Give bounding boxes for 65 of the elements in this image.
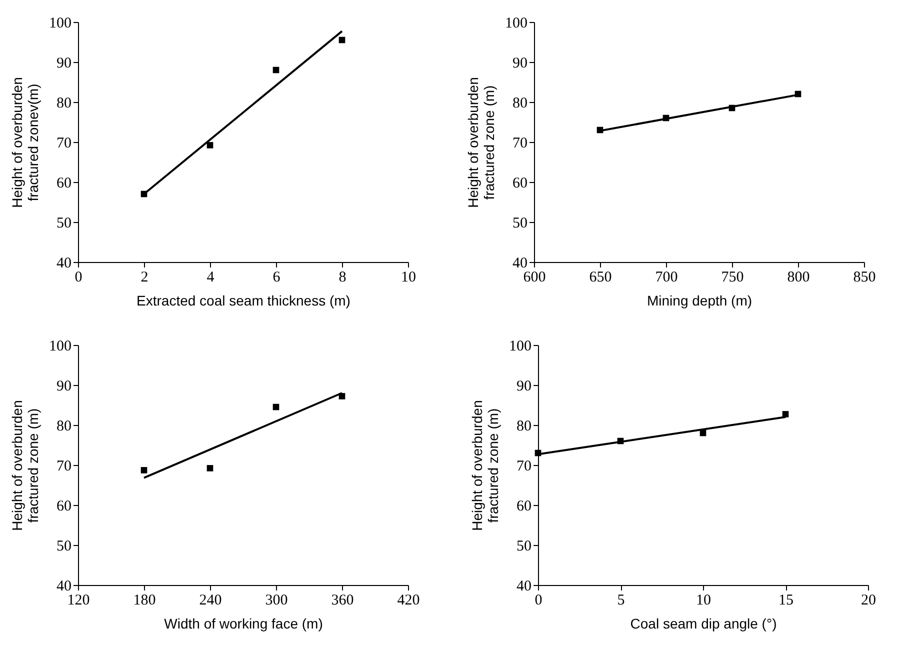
x-tick-label: 20 <box>861 592 876 608</box>
y-tick-label: 40 <box>56 256 72 272</box>
y-tick-label: 40 <box>56 578 72 594</box>
point <box>338 36 346 44</box>
point <box>206 465 214 472</box>
y-tick-label: 60 <box>516 498 532 514</box>
y-tick-label: 80 <box>516 418 532 434</box>
point <box>140 467 148 474</box>
x-tick-label: 0 <box>74 270 82 286</box>
x-tick-label: 240 <box>199 592 222 608</box>
y-tick-label: 100 <box>49 16 72 32</box>
y-tick-label: 50 <box>56 216 72 232</box>
x-tick-label: 8 <box>338 270 346 286</box>
x-tick-label: 180 <box>133 592 156 608</box>
x-tick-label: 650 <box>589 270 612 286</box>
y-tick-label: 90 <box>516 378 532 394</box>
y-tick-label: 50 <box>56 538 72 554</box>
y-tick-label: 80 <box>56 418 72 434</box>
x-axis-title: Mining depth (m) <box>646 292 752 308</box>
y-axis-title: Height of overburden fractured zone (m) <box>469 400 501 531</box>
y-tick-label: 60 <box>56 498 72 514</box>
y-axis-title: Height of overburden fractured zone (m) <box>465 77 497 208</box>
y-tick-label: 100 <box>505 16 528 32</box>
y-tick-label: 80 <box>56 96 72 112</box>
x-axis-title: Extracted coal seam thickness (m) <box>136 292 350 308</box>
x-tick-label: 6 <box>272 270 281 286</box>
y-tick-label: 80 <box>512 96 528 112</box>
x-tick-label: 15 <box>778 592 794 608</box>
x-tick-label: 10 <box>401 270 416 286</box>
x-tick-label: 300 <box>265 592 288 608</box>
x-axis-title: Coal seam dip angle (°) <box>630 616 777 632</box>
y-tick-label: 90 <box>56 56 72 72</box>
y-tick-label: 50 <box>512 216 528 232</box>
y-axis-title: Height of overburden fractured zonev(m) <box>9 77 41 208</box>
y-tick-label: 100 <box>49 338 72 354</box>
point <box>272 66 280 74</box>
point <box>206 142 214 148</box>
x-tick-label: 800 <box>787 270 810 286</box>
x-tick-label: 850 <box>853 270 876 286</box>
x-tick-label: 2 <box>140 270 148 286</box>
x-tick-label: 120 <box>67 592 90 608</box>
y-tick-label: 40 <box>516 578 532 594</box>
x-tick-label: 10 <box>696 592 711 608</box>
x-tick-label: 0 <box>534 592 542 608</box>
x-tick-label: 4 <box>206 270 215 286</box>
x-tick-label: 360 <box>331 592 354 608</box>
point <box>272 404 280 410</box>
x-tick-label: 700 <box>655 270 678 286</box>
y-tick-label: 90 <box>56 378 72 394</box>
y-tick-label: 90 <box>512 56 528 72</box>
x-tick-label: 5 <box>617 592 625 608</box>
y-tick-label: 40 <box>512 256 528 272</box>
x-tick-label: 420 <box>397 592 420 608</box>
y-tick-label: 70 <box>56 136 72 152</box>
y-tick-label: 70 <box>56 458 72 474</box>
y-tick-label: 70 <box>512 136 528 152</box>
x-axis-title: Width of working face (m) <box>164 616 323 632</box>
x-tick-label: 600 <box>523 270 546 286</box>
y-tick-label: 60 <box>56 176 72 192</box>
x-tick-label: 750 <box>721 270 744 286</box>
y-tick-label: 50 <box>516 538 532 554</box>
y-tick-label: 70 <box>516 458 532 474</box>
y-tick-label: 60 <box>512 176 528 192</box>
y-tick-label: 100 <box>509 338 532 354</box>
y-axis-title: Height of overburden fractured zone (m) <box>9 400 41 531</box>
